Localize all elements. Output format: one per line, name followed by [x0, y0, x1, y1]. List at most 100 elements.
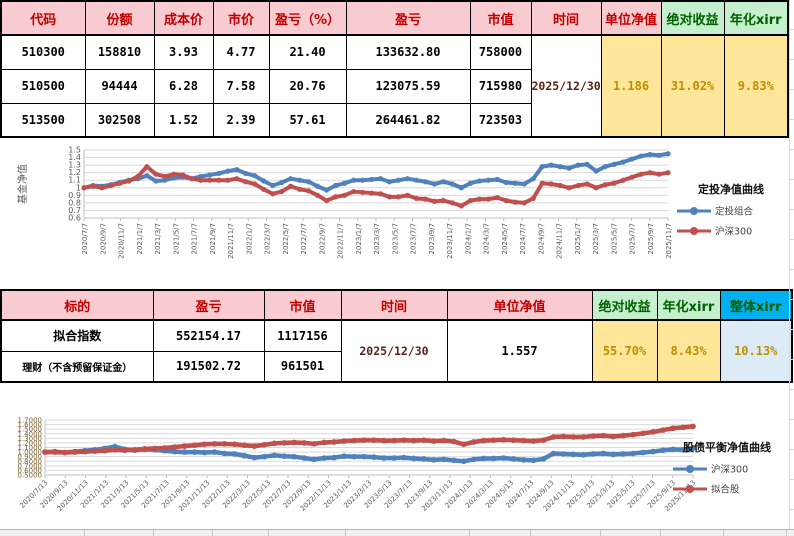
x-tick-label: 2023/3/7 — [373, 223, 381, 254]
cell-abs-return-merged[interactable]: 31.02% — [660, 34, 725, 138]
col-header-target[interactable]: 标的 — [0, 289, 154, 321]
cell-time-merged[interactable]: 2025/12/30 — [530, 34, 602, 138]
x-tick-label: 2025/1/7 — [574, 223, 582, 254]
col-header-time[interactable]: 时间 — [340, 289, 448, 321]
x-tick-label: 2024/3/7 — [483, 223, 491, 254]
cell-pl[interactable]: 264461.82 — [345, 102, 471, 138]
y-tick-label: 1.3000 — [18, 435, 43, 443]
cell-mv[interactable]: 723503 — [469, 102, 532, 138]
y-tick-label: 1.5 — [68, 146, 81, 155]
col-header-nav[interactable]: 单位净值 — [446, 289, 593, 321]
col-header-pl[interactable]: 盈亏 — [152, 289, 265, 321]
x-tick-label: 2025/11/7 — [665, 223, 673, 259]
cell-pl[interactable]: 191502.72 — [152, 350, 265, 383]
cell-nav-merged[interactable]: 1.186 — [600, 34, 662, 138]
y-tick-label: 0.6 — [68, 214, 81, 223]
x-tick-label: 2021/5/7 — [172, 223, 180, 254]
table-row: 理财（不含预留保证金） 191502.72 961501 — [0, 350, 792, 383]
y-tick-label: 0.9 — [68, 191, 81, 200]
cell-target-label[interactable]: 拟合指数 — [0, 319, 154, 352]
cell-shares[interactable]: 158810 — [84, 34, 155, 70]
table-row: 510300 158810 3.93 4.77 21.40 133632.80 … — [0, 34, 789, 138]
cell-pl[interactable]: 133632.80 — [345, 34, 471, 70]
cell-target-label[interactable]: 理财（不含预留保证金） — [0, 350, 154, 383]
cell-xirr-merged[interactable]: 9.83% — [723, 34, 789, 138]
cell-xirr-merged[interactable]: 8.43% — [656, 319, 721, 383]
col-header-cost[interactable]: 成本价 — [153, 0, 214, 36]
y-tick-label: 0.5000 — [18, 472, 43, 480]
x-tick-label: 2024/5/7 — [501, 223, 509, 254]
x-tick-label: 2025/9/7 — [647, 223, 655, 254]
cell-code[interactable]: 513500 — [0, 102, 86, 138]
cell-pl[interactable]: 123075.59 — [345, 68, 471, 104]
x-tick-label: 2022/1/7 — [245, 223, 253, 254]
cell-price[interactable]: 7.58 — [212, 68, 270, 104]
x-tick-label: 2023/1/7 — [355, 223, 363, 254]
col-header-xirr[interactable]: 年化xirr — [656, 289, 721, 321]
y-tick-label: 0.6000 — [18, 467, 43, 475]
cell-shares[interactable]: 302508 — [84, 102, 155, 138]
x-tick-label: 2024/9/7 — [537, 223, 545, 254]
y-tick-label: 1.0000 — [18, 449, 43, 457]
cell-time-merged[interactable]: 2025/12/30 — [340, 319, 448, 383]
x-tick-label: 2022/5/7 — [282, 223, 290, 254]
col-header-mv[interactable]: 市值 — [263, 289, 342, 321]
table-row: 513500 302508 1.52 2.39 57.61 264461.82 … — [0, 102, 788, 138]
legend-marker-dot — [686, 465, 694, 473]
col-header-time[interactable]: 时间 — [530, 0, 602, 36]
cell-pl[interactable]: 552154.17 — [152, 319, 265, 352]
cell-nav-merged[interactable]: 1.557 — [446, 319, 593, 383]
cell-cost[interactable]: 3.93 — [153, 34, 214, 70]
x-tick-label: 2022/3/7 — [264, 223, 272, 254]
col-header-abs-return[interactable]: 绝对收益 — [660, 0, 725, 36]
col-header-overall-xirr[interactable]: 整体xirr — [719, 289, 793, 321]
x-tick-label: 2025/7/7 — [629, 223, 637, 254]
col-header-xirr[interactable]: 年化xirr — [723, 0, 789, 36]
y-tick-label: 1.2 — [68, 168, 81, 177]
cell-pl-pct[interactable]: 21.40 — [268, 34, 347, 70]
cell-mv[interactable]: 758000 — [469, 34, 532, 70]
cell-cost[interactable]: 6.28 — [153, 68, 214, 104]
cell-shares[interactable]: 94444 — [84, 68, 155, 104]
col-header-mv[interactable]: 市值 — [469, 0, 532, 36]
balance-nav-chart[interactable]: 1.7000 1.6000 1.5000 1.4000 1.3000 1.2000 1.10… — [3, 396, 791, 528]
y-tick-label: 1.2000 — [18, 439, 43, 447]
cell-price[interactable]: 4.77 — [212, 34, 270, 70]
dca-nav-chart[interactable]: 1.5 1.4 1.3 1.2 1.1 1 0.9 0.8 0.7 0.6 2020/7/7 2020… — [3, 141, 791, 288]
col-header-shares[interactable]: 份额 — [84, 0, 155, 36]
legend-marker-dot — [690, 227, 698, 235]
col-header-code[interactable]: 代码 — [0, 0, 86, 36]
col-header-nav[interactable]: 单位净值 — [600, 0, 662, 36]
legend-entry-label: 沪深300 — [711, 464, 748, 476]
x-tick-label: 2022/9/7 — [318, 223, 326, 254]
col-header-pl-pct[interactable]: 盈亏（%） — [268, 0, 347, 36]
x-tick-label: 2020/9/7 — [99, 223, 107, 254]
cell-code[interactable]: 510500 — [0, 68, 86, 104]
cell-mv[interactable]: 1117156 — [263, 319, 342, 352]
x-tick-label: 2025/3/7 — [592, 223, 600, 254]
chart-title: 股债平衡净值曲线 — [683, 440, 771, 454]
legend-marker-dot — [690, 207, 698, 215]
cell-mv[interactable]: 961501 — [263, 350, 342, 383]
y-tick-label: 1.6000 — [18, 421, 43, 429]
cell-pl-pct[interactable]: 20.76 — [268, 68, 347, 104]
legend-entry-label: 沪深300 — [715, 226, 752, 238]
cell-pl-pct[interactable]: 57.61 — [268, 102, 347, 138]
cell-price[interactable]: 2.39 — [212, 102, 270, 138]
cell-cost[interactable]: 1.52 — [153, 102, 214, 138]
col-header-abs-return[interactable]: 绝对收益 — [591, 289, 658, 321]
col-header-pl[interactable]: 盈亏 — [345, 0, 471, 36]
x-tick-label: 2021/11/7 — [227, 223, 235, 259]
sheet-gridlines-right — [789, 0, 794, 536]
x-tick-label: 2022/11/7 — [337, 223, 345, 259]
cell-abs-return-merged[interactable]: 55.70% — [591, 319, 658, 383]
y-tick-label: 0.7 — [68, 206, 81, 215]
y-tick-label: 1.4 — [68, 153, 81, 162]
cell-mv[interactable]: 715980 — [469, 68, 532, 104]
x-tick-label: 2020/11/7 — [118, 223, 126, 259]
cell-code[interactable]: 510300 — [0, 34, 86, 70]
col-header-price[interactable]: 市价 — [212, 0, 270, 36]
cell-overall-xirr-merged[interactable]: 10.13% — [719, 319, 793, 383]
x-tick-label: 2024/1/7 — [464, 223, 472, 254]
